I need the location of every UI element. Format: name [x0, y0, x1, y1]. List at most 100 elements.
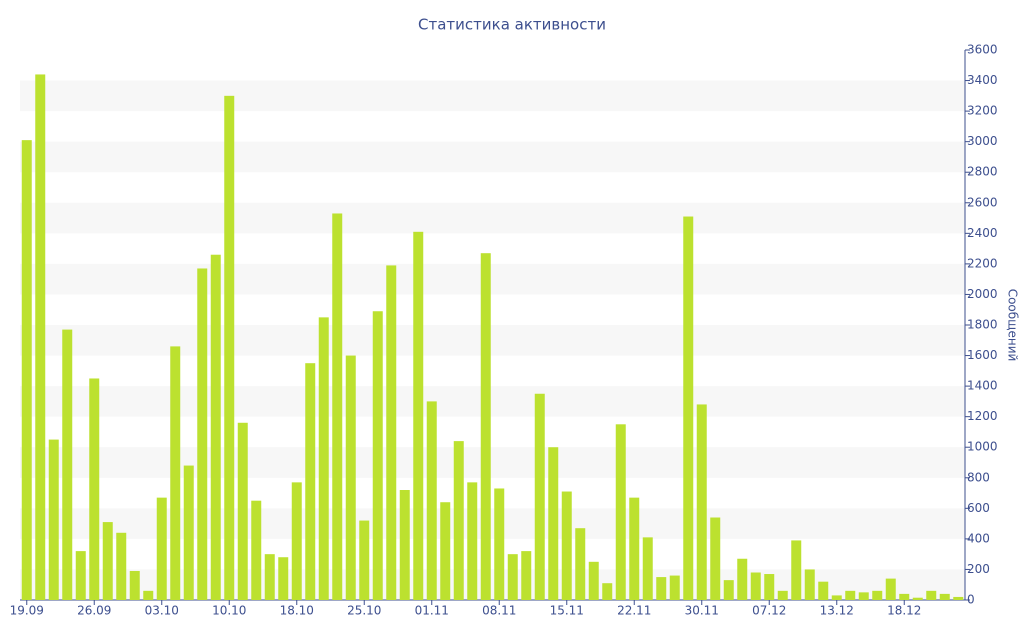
y-tick-label: 1000 — [967, 440, 998, 454]
y-tick-label: 3600 — [967, 43, 998, 57]
y-tick-label: 200 — [967, 562, 990, 576]
y-tick-label: 400 — [967, 531, 990, 545]
y-tick-label: 1800 — [967, 318, 998, 332]
bar — [602, 583, 613, 600]
y-tick-label: 2800 — [967, 165, 998, 179]
bar — [872, 590, 883, 600]
bar — [210, 254, 221, 600]
y-tick-label: 3000 — [967, 134, 998, 148]
bar — [669, 575, 680, 600]
bar — [291, 482, 302, 600]
bar — [413, 231, 424, 601]
y-tick-label: 3200 — [967, 104, 998, 118]
y-tick-label: 800 — [967, 470, 990, 484]
bar — [791, 540, 802, 600]
x-tick-label: 08.11 — [482, 604, 516, 618]
y-tick-label: 2400 — [967, 226, 998, 240]
bar — [521, 551, 532, 600]
bar — [750, 572, 761, 600]
y-tick-label: 2000 — [967, 287, 998, 301]
y-tick-label: 2600 — [967, 195, 998, 209]
bar — [224, 95, 235, 600]
bar — [359, 520, 370, 600]
bar — [507, 554, 518, 600]
bar — [62, 329, 73, 600]
grid-band — [20, 80, 965, 112]
bar — [264, 554, 275, 600]
bar — [399, 490, 410, 600]
bar — [345, 355, 356, 600]
bar — [737, 558, 748, 600]
bar — [237, 422, 248, 600]
bar — [102, 522, 113, 600]
bar — [440, 502, 451, 600]
bar — [548, 447, 559, 600]
bar — [575, 528, 586, 600]
x-tick-label: 01.11 — [415, 604, 449, 618]
bar — [710, 517, 721, 600]
bar — [858, 592, 869, 600]
y-tick-label: 1400 — [967, 379, 998, 393]
grid-band — [20, 447, 965, 478]
bar — [534, 393, 545, 600]
x-tick-label: 30.11 — [685, 604, 719, 618]
bar — [278, 557, 289, 600]
y-tick-label: 1600 — [967, 348, 998, 362]
x-tick-label: 19.09 — [10, 604, 44, 618]
bar — [494, 488, 505, 600]
y-axis-label: Сообщений — [1006, 289, 1020, 362]
bar — [251, 500, 262, 600]
bar — [467, 482, 478, 600]
bar — [831, 595, 842, 600]
x-tick-label: 22.11 — [617, 604, 651, 618]
x-tick-label: 13.12 — [820, 604, 854, 618]
grid-band — [20, 263, 965, 295]
x-tick-label: 26.09 — [77, 604, 111, 618]
bar — [35, 74, 46, 600]
chart-title: Статистика активности — [418, 16, 606, 34]
y-tick-label: 0 — [967, 593, 975, 607]
bar — [453, 441, 464, 600]
bar — [426, 401, 437, 600]
x-tick-label: 10.10 — [212, 604, 246, 618]
bar — [845, 590, 856, 600]
bar — [156, 497, 167, 600]
bar — [777, 590, 788, 600]
bar — [804, 569, 815, 600]
bar — [953, 596, 964, 600]
bar — [129, 570, 140, 600]
bar — [143, 590, 154, 600]
bar — [939, 593, 950, 600]
y-tick-label: 1200 — [967, 409, 998, 423]
x-tick-label: 25.10 — [347, 604, 381, 618]
bar — [899, 593, 910, 600]
bar — [615, 424, 626, 600]
grid-band — [20, 202, 965, 234]
bar — [48, 439, 59, 600]
bar — [912, 597, 923, 600]
bar — [683, 216, 694, 600]
bar — [116, 532, 127, 600]
bar — [588, 561, 599, 600]
bar — [332, 213, 343, 600]
grid-band — [20, 141, 965, 173]
bar — [197, 268, 208, 600]
grid-band — [20, 386, 965, 417]
bar — [480, 253, 491, 600]
bar — [885, 578, 896, 600]
x-tick-label: 03.10 — [145, 604, 179, 618]
bar — [642, 537, 653, 600]
y-tick-label: 2200 — [967, 256, 998, 270]
bar — [318, 317, 329, 600]
x-tick-label: 18.12 — [887, 604, 921, 618]
bar — [926, 590, 937, 600]
bar — [818, 581, 829, 600]
bar — [170, 346, 181, 600]
bar — [183, 465, 194, 600]
bar — [305, 363, 316, 600]
bar — [561, 491, 572, 600]
bar — [629, 497, 640, 600]
bar — [21, 140, 32, 600]
x-tick-label: 07.12 — [752, 604, 786, 618]
